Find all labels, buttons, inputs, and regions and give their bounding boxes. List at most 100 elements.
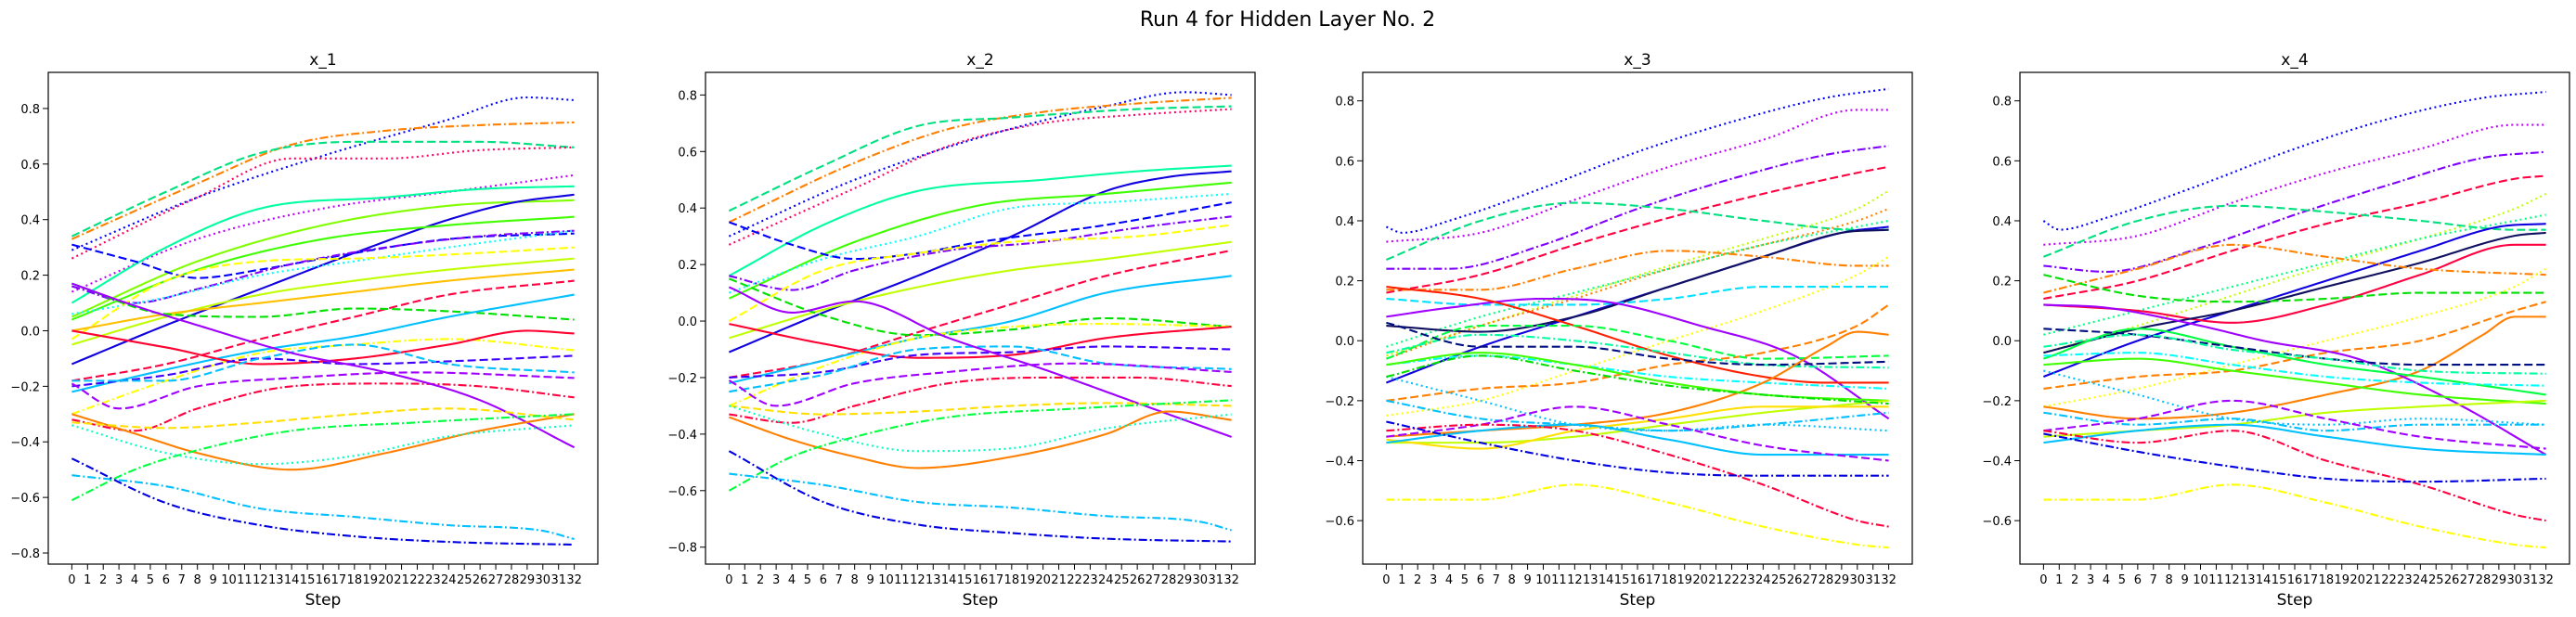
x-tick-label: 19 [1019,573,1035,587]
y-axis-ticks: −0.8 −0.6 −0.4 −0.2 0.0 0.2 0.4 0.6 0.8 [667,89,705,556]
series-line-26 [71,413,575,471]
series-line-16 [2043,303,2547,456]
x-tick-label: 5 [2118,573,2126,587]
y-tick-label: −0.2 [10,380,40,394]
series-line-1 [728,91,1232,238]
series-line-2 [2043,123,2546,246]
x-tick-label: 2 [2071,573,2078,587]
x-tick-label: 27 [488,573,504,587]
series-line-4 [1386,165,1889,294]
x-tick-label: 28 [1161,573,1177,587]
x-axis-label: Step [2277,591,2313,610]
series-line-12 [2043,274,2546,303]
series-line-23 [71,371,575,410]
series-line-21 [729,376,1232,424]
series-line-26 [2043,423,2546,456]
series-line-13 [71,246,575,341]
series-lines [728,91,1232,543]
x-tick-label: 20 [1035,573,1051,587]
y-tick-label: −0.4 [667,429,697,443]
x-tick-label: 17 [989,573,1004,587]
x-tick-label: 16 [316,573,331,587]
series-line-10 [729,215,1232,291]
x-tick-label: 31 [550,573,566,587]
x-tick-label: 21 [2365,573,2381,587]
series-line-4 [71,146,575,260]
y-tick-label: 0.2 [20,270,40,284]
x-tick-label: 28 [504,573,520,587]
x-tick-label: 18 [347,573,363,587]
x-tick-label: 24 [2413,573,2428,587]
y-tick-label: −0.8 [667,542,697,556]
series-line-11 [2043,243,2546,294]
chart-panel-3: x_30 1 2 3 4 5 6 7 8 9 10 11 12 13 14 15 16 17 18 19 20 21 22 2… [1325,51,1913,610]
x-axis-ticks: 0 1 2 3 4 5 6 7 8 9 10 11 12 13 14 15 16 17 18 19 20 21 22 23 24… [725,564,1239,587]
x-axis-label: Step [963,591,999,610]
y-tick-label: 0.0 [20,325,40,339]
series-line-6 [1386,189,1890,357]
series-line-24 [2043,411,2546,432]
series-line-25 [71,282,576,449]
y-tick-label: −0.8 [10,547,40,561]
x-axis-label: Step [1620,591,1656,610]
x-tick-label: 32 [2538,573,2554,587]
x-tick-label: 23 [1740,573,1755,587]
series-line-2 [71,121,575,240]
series-line-12 [71,229,575,315]
series-line-3 [1386,145,1889,270]
series-line-23 [729,410,1232,469]
x-tick-label: 29 [1834,573,1850,587]
y-tick-label: 0.2 [1335,276,1354,289]
series-line-1 [1385,87,1889,234]
x-tick-label: 4 [1445,573,1453,587]
x-tick-label: 8 [2166,573,2173,587]
x-tick-label: 31 [1208,573,1223,587]
series-line-28 [71,413,575,502]
x-tick-label: 6 [162,573,170,587]
y-tick-label: −0.4 [1325,456,1354,469]
x-tick-label: 2 [1414,573,1421,587]
x-tick-label: 14 [284,573,300,587]
series-lines [71,96,576,546]
chart-panel-1: x_10 1 2 3 4 5 6 7 8 9 10 11 12 13 14 15 16 17 18 19 20 21 22 2… [10,51,599,610]
y-tick-label: 0.4 [1335,215,1354,229]
y-tick-label: 0.6 [678,146,697,160]
x-tick-label: 25 [457,573,472,587]
x-tick-label: 26 [1130,573,1146,587]
x-tick-label: 3 [2087,573,2094,587]
series-line-21 [71,354,575,388]
series-line-7 [71,199,575,318]
series-line-24 [71,382,575,432]
x-tick-label: 28 [2476,573,2492,587]
series-line-14 [2043,301,2546,390]
x-tick-label: 21 [394,573,409,587]
series-line-28 [2043,432,2546,483]
chart-panels: x_10 1 2 3 4 5 6 7 8 9 10 11 12 13 14 15 16 17 18 19 20 21 22 2… [10,51,2570,610]
x-tick-label: 10 [221,573,237,587]
series-line-19 [71,338,575,416]
x-tick-label: 24 [1098,573,1114,587]
x-tick-label: 23 [425,573,441,587]
x-tick-label: 30 [2507,573,2523,587]
series-line-28 [728,450,1232,543]
series-line-14 [729,275,1232,385]
x-tick-label: 26 [2444,573,2460,587]
x-tick-label: 31 [1865,573,1881,587]
y-tick-label: 0.8 [1992,96,2012,109]
x-tick-label: 11 [237,573,252,587]
x-tick-label: 24 [441,573,457,587]
y-axis-ticks: −0.6 −0.4 −0.2 0.0 0.2 0.4 0.6 0.8 [1325,96,1363,529]
series-line-31 [1386,420,1889,477]
y-tick-label: 0.8 [20,103,40,117]
x-tick-label: 3 [1430,573,1437,587]
figure-suptitle: Run 4 for Hidden Layer No. 2 [1140,8,1435,32]
y-tick-label: −0.4 [1982,456,2012,469]
x-tick-label: 11 [2208,573,2224,587]
x-axis-ticks: 0 1 2 3 4 5 6 7 8 9 10 11 12 13 14 15 16 17 18 19 20 21 22 23 24… [68,564,582,587]
series-line-22 [71,343,575,382]
x-tick-label: 21 [1708,573,1724,587]
series-line-19 [2043,333,2546,375]
x-tick-label: 22 [409,573,425,587]
x-tick-label: 10 [878,573,894,587]
series-line-20 [728,362,1232,407]
